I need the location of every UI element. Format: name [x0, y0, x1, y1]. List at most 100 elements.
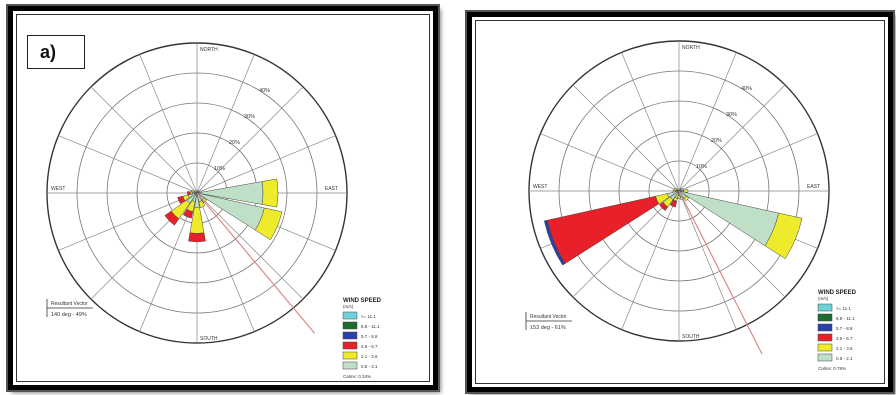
direction-north-label: NORTH	[200, 47, 218, 53]
legend-label: >= 11.1	[836, 306, 851, 311]
grid-spoke	[196, 54, 255, 194]
panel-b-frame: 10% 20% 30% 40% NORTH SOUTH EAST WEST Resultant …	[475, 20, 885, 384]
grid-spoke	[90, 86, 198, 194]
wind-sector-segment	[764, 212, 803, 260]
direction-south-label: SOUTH	[200, 336, 218, 342]
resultant-vector-line	[678, 190, 763, 355]
direction-west-label: WEST	[533, 184, 547, 190]
legend-title: WIND SPEED	[818, 290, 857, 296]
legend-label: 3.6 - 5.7	[836, 336, 853, 341]
legend-swatch	[817, 333, 833, 342]
calms-label: Calms: 0.34%	[343, 374, 371, 379]
legend-label: 8.8 - 11.1	[836, 316, 855, 321]
wind-sector-segment	[201, 197, 208, 204]
grid-spoke	[139, 54, 198, 194]
ring-label: 30%	[726, 112, 737, 118]
legend-swatch	[342, 331, 358, 340]
wind-sector-segment	[678, 188, 684, 192]
wind-sector-segment	[196, 190, 198, 194]
ring-label: 40%	[259, 88, 270, 94]
direction-south-label: SOUTH	[682, 334, 700, 340]
direction-west-label: WEST	[51, 186, 65, 192]
legend-swatch	[817, 353, 833, 362]
grid-spoke	[678, 190, 737, 330]
wind-sector-segment	[190, 189, 195, 193]
wind-sector-segment	[189, 191, 193, 195]
wind-rose-b-chart: 10% 20% 30% 40% NORTH SOUTH EAST WEST Resultant …	[525, 40, 857, 371]
wind-sector-segment	[658, 201, 669, 212]
grid-spoke	[196, 135, 336, 194]
wind-sector-segment	[683, 195, 690, 202]
wind-rose-a-chart: 10% 20% 30% 40% NORTH SOUTH EAST WEST Resultant …	[46, 42, 382, 379]
wind-sector-segment	[683, 189, 689, 193]
legend-swatch	[342, 311, 358, 320]
grid-spoke	[678, 190, 786, 298]
legend-title: WIND SPEED	[343, 298, 382, 304]
ring-label: 10%	[696, 164, 707, 170]
legend-swatch	[817, 323, 833, 332]
legend-label: 0.5 - 2.1	[361, 364, 378, 369]
wind-sector-segment	[188, 232, 206, 243]
legend-label: 2.1 - 3.6	[361, 354, 378, 359]
wind-sector-segment	[198, 200, 206, 208]
wind-sector-segment	[182, 208, 194, 219]
wind-rose-panel-b: 10% 20% 30% 40% NORTH SOUTH EAST WEST Resultant …	[467, 12, 893, 392]
legend-swatch	[342, 361, 358, 370]
grid-spoke	[572, 84, 680, 192]
grid-spoke	[58, 135, 198, 194]
wind-sector-segment	[669, 199, 678, 208]
legend-swatch	[342, 351, 358, 360]
wind-sector-segment	[673, 187, 677, 191]
legend-swatch	[342, 321, 358, 330]
ring-label: 30%	[244, 114, 255, 120]
wind-sector-segment	[187, 191, 191, 195]
legend-unit: (m/s)	[818, 296, 829, 301]
grid-spoke	[678, 52, 737, 192]
grid-spoke	[196, 192, 255, 332]
direction-east-label: EAST	[325, 186, 338, 192]
ring-label: 10%	[214, 166, 225, 172]
wind-sector-segment	[543, 219, 566, 266]
legend-swatch	[817, 303, 833, 312]
legend-label: 2.1 - 3.6	[836, 346, 853, 351]
legend-label: 5.7 - 8.8	[836, 326, 853, 331]
legend-label: >= 11.1	[361, 314, 376, 319]
ring-label: 20%	[711, 138, 722, 144]
resultant-vector-line	[196, 192, 316, 334]
wind-sector-segment	[678, 190, 779, 247]
grid-spoke	[621, 52, 680, 192]
calms-label: Calms: 0.79%	[818, 366, 846, 371]
wind-sector-segment	[546, 195, 660, 264]
resultant-vector-value: 140 deg - 49%	[51, 312, 87, 318]
legend-label: 0.5 - 2.1	[836, 356, 853, 361]
legend-label: 8.8 - 11.1	[361, 324, 380, 329]
wind-sector-segment	[177, 195, 186, 204]
wind-sector-segment	[677, 195, 681, 199]
grid-spoke	[196, 192, 304, 300]
grid-spoke	[540, 133, 680, 192]
grid-spoke	[196, 86, 304, 194]
grid-spoke	[678, 84, 786, 192]
grid-spoke	[621, 190, 680, 330]
wind-sector-segment	[196, 190, 202, 194]
grid-spoke	[58, 192, 198, 251]
resultant-vector-value: 153 deg - 61%	[530, 325, 566, 331]
wind-sector-segment	[672, 189, 677, 193]
ring-label: 40%	[741, 86, 752, 92]
legend-label: 3.6 - 5.7	[361, 344, 378, 349]
grid-spoke	[572, 190, 680, 298]
wind-sector-segment	[164, 210, 180, 226]
wind-sector-segment	[254, 207, 283, 241]
legend-swatch	[817, 313, 833, 322]
legend-swatch	[817, 343, 833, 352]
wind-sector-segment	[261, 178, 279, 208]
resultant-vector-title: Resultant Vector	[51, 301, 88, 307]
direction-north-label: NORTH	[682, 45, 700, 51]
grid-spoke	[678, 133, 818, 192]
resultant-vector-title: Resultant Vector	[530, 314, 567, 320]
legend-unit: (m/s)	[343, 304, 354, 309]
panel-a-label: a)	[27, 35, 85, 69]
direction-east-label: EAST	[807, 184, 820, 190]
panel-a-frame: 10% 20% 30% 40% NORTH SOUTH EAST WEST Resultant …	[16, 14, 430, 382]
legend-label: 5.7 - 8.8	[361, 334, 378, 339]
